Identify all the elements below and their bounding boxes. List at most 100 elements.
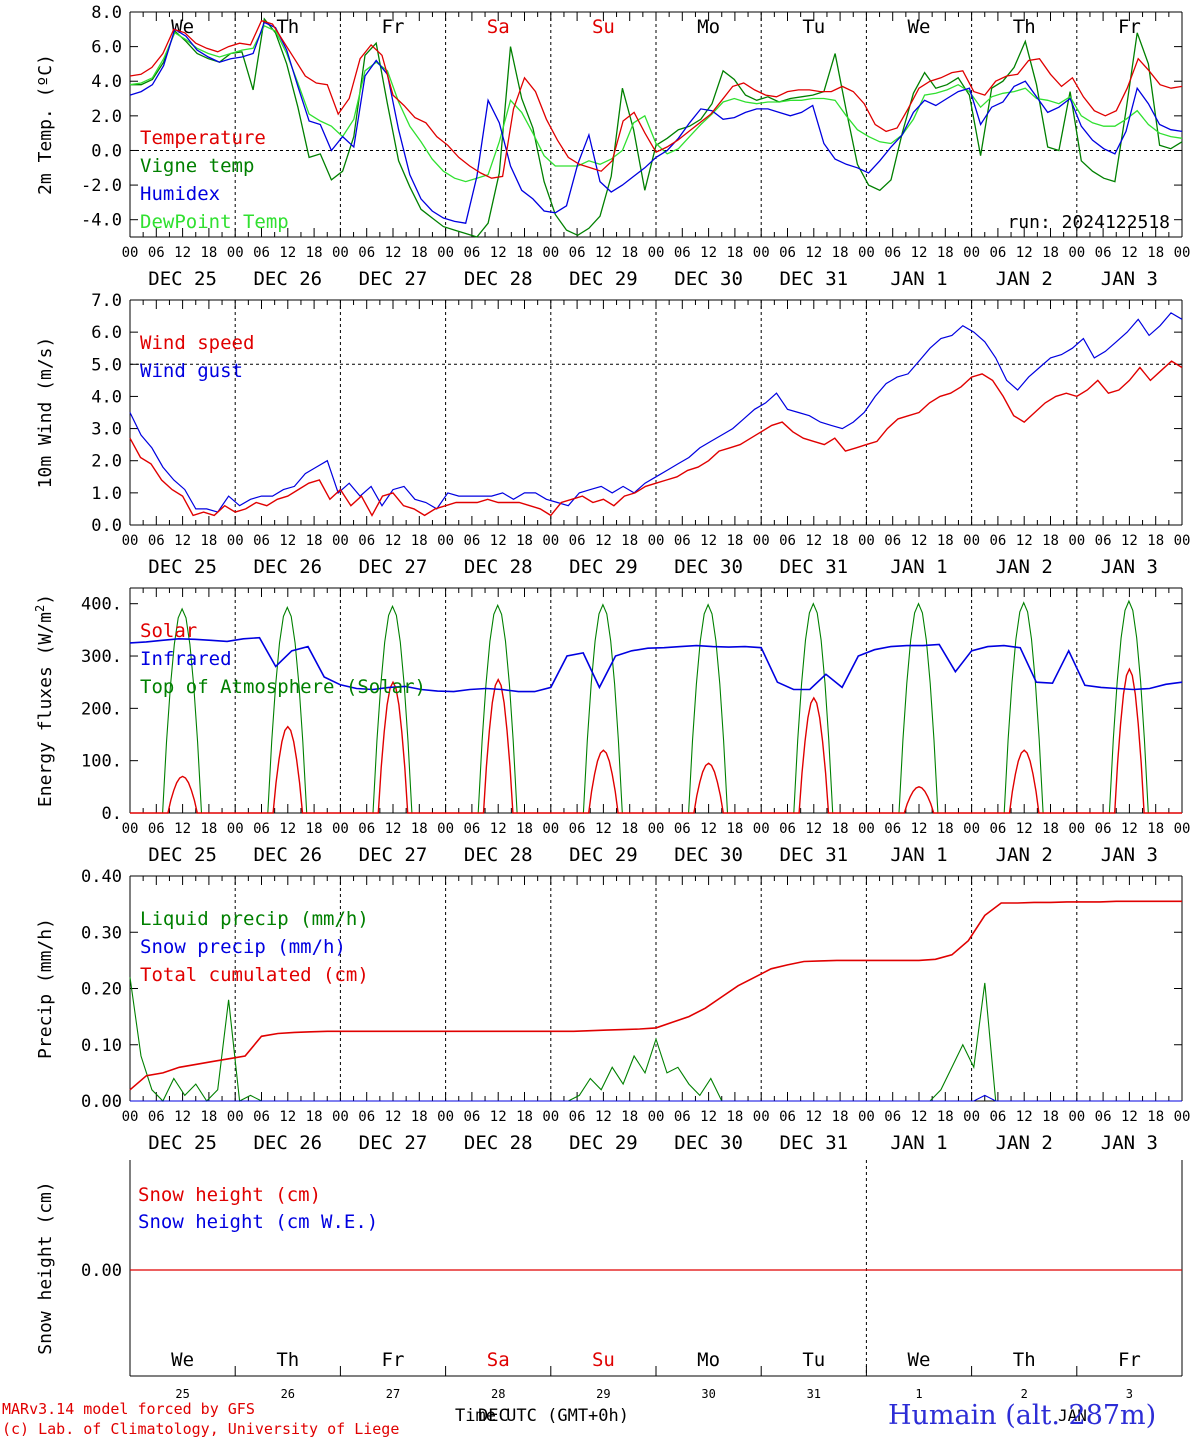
hour-label: 12	[279, 245, 296, 261]
hour-label: 12	[490, 533, 507, 549]
hour-label: 06	[358, 1109, 375, 1125]
hour-label: 00	[122, 821, 139, 837]
hour-label: 12	[805, 821, 822, 837]
date-label: DEC 30	[674, 556, 743, 578]
hour-label: 06	[253, 245, 270, 261]
hour-label: 00	[858, 533, 875, 549]
hour-label: 00	[1068, 821, 1085, 837]
hour-label: 12	[700, 821, 717, 837]
day-name: Th	[1013, 1349, 1036, 1371]
hour-label: 18	[411, 1109, 428, 1125]
hour-label: 06	[569, 533, 586, 549]
hour-label: 18	[411, 245, 428, 261]
hour-label: 06	[989, 821, 1006, 837]
date-label: DEC 26	[253, 268, 322, 290]
y-tick-label: 0.30	[81, 923, 122, 943]
hour-label: 06	[148, 533, 165, 549]
x-axis-title: Time UTC (GMT+0h)	[455, 1406, 629, 1426]
hour-label: 00	[122, 245, 139, 261]
date-label: JAN 2	[996, 844, 1053, 866]
date-label: JAN 2	[996, 1132, 1053, 1154]
date-label: DEC 29	[569, 268, 638, 290]
date-label: DEC 29	[569, 1132, 638, 1154]
hour-label: 00	[753, 533, 770, 549]
hour-label: 18	[726, 533, 743, 549]
day-number: 25	[175, 1387, 189, 1401]
hour-label: 12	[490, 245, 507, 261]
date-label: DEC 27	[359, 268, 428, 290]
hour-label: 06	[569, 245, 586, 261]
date-label: DEC 27	[359, 556, 428, 578]
hour-label: 12	[911, 821, 928, 837]
hour-label: 06	[569, 1109, 586, 1125]
hour-label: 18	[411, 533, 428, 549]
legend-entry: DewPoint Temp	[140, 211, 289, 233]
hour-label: 00	[1068, 245, 1085, 261]
hour-label: 18	[411, 821, 428, 837]
station-name: Humain (alt. 287m)	[888, 1400, 1157, 1431]
hour-label: 18	[1042, 533, 1059, 549]
hour-label: 18	[832, 245, 849, 261]
legend-entry: Wind gust	[140, 360, 243, 382]
hour-label: 18	[306, 245, 323, 261]
hour-label: 06	[463, 1109, 480, 1125]
date-label: DEC 25	[148, 844, 217, 866]
hour-label: 18	[1147, 1109, 1164, 1125]
day-number: 30	[701, 1387, 715, 1401]
day-name: Fr	[382, 16, 405, 38]
y-tick-label: 0.00	[81, 1261, 122, 1281]
hour-label: 00	[227, 821, 244, 837]
legend-entry: Snow height (cm W.E.)	[138, 1211, 378, 1233]
day-name: We	[908, 16, 931, 38]
y-axis-label: 2m Temp. (ºC)	[35, 54, 56, 195]
hour-label: 00	[1068, 1109, 1085, 1125]
hour-label: 18	[200, 821, 217, 837]
hour-label: 06	[674, 245, 691, 261]
hour-label: 06	[779, 821, 796, 837]
hour-label: 00	[227, 533, 244, 549]
hour-label: 00	[437, 821, 454, 837]
hour-label: 00	[542, 1109, 559, 1125]
wind-speed-line	[129, 360, 1183, 517]
date-label: DEC 26	[253, 844, 322, 866]
y-tick-label: 5.0	[91, 355, 122, 375]
date-label: DEC 28	[464, 268, 533, 290]
date-label: DEC 31	[779, 1132, 848, 1154]
date-label: DEC 28	[464, 556, 533, 578]
x-month-dec: DEC	[478, 1406, 509, 1426]
hour-label: 06	[989, 1109, 1006, 1125]
hour-label: 18	[516, 245, 533, 261]
hour-label: 06	[253, 821, 270, 837]
hour-label: 18	[621, 1109, 638, 1125]
hour-label: 00	[332, 533, 349, 549]
hour-label: 18	[516, 821, 533, 837]
hour-label: 12	[385, 1109, 402, 1125]
day-name: Tu	[802, 16, 825, 38]
hour-label: 00	[1174, 533, 1191, 549]
date-label: DEC 29	[569, 844, 638, 866]
y-axis-label: Energy fluxes (W/m2)	[33, 594, 56, 807]
hour-label: 12	[490, 1109, 507, 1125]
hour-label: 12	[1121, 533, 1138, 549]
hour-label: 00	[332, 245, 349, 261]
hour-label: 12	[911, 533, 928, 549]
y-tick-label: 400.	[81, 595, 122, 615]
day-name: Sa	[487, 1349, 510, 1371]
day-number: 1	[915, 1387, 922, 1401]
hour-label: 00	[437, 245, 454, 261]
hour-label: 06	[1095, 245, 1112, 261]
hour-label: 06	[253, 1109, 270, 1125]
hour-label: 06	[884, 245, 901, 261]
legend-entry: Liquid precip (mm/h)	[140, 908, 369, 930]
hour-label: 18	[621, 821, 638, 837]
hour-label: 00	[542, 821, 559, 837]
hour-label: 18	[726, 245, 743, 261]
hour-label: 00	[227, 245, 244, 261]
day-name: Fr	[382, 1349, 405, 1371]
hour-label: 18	[832, 821, 849, 837]
date-label: DEC 25	[148, 556, 217, 578]
day-name: Fr	[1118, 16, 1141, 38]
y-tick-label: 0.	[102, 804, 122, 824]
legend-entry: Snow height (cm)	[138, 1184, 321, 1206]
